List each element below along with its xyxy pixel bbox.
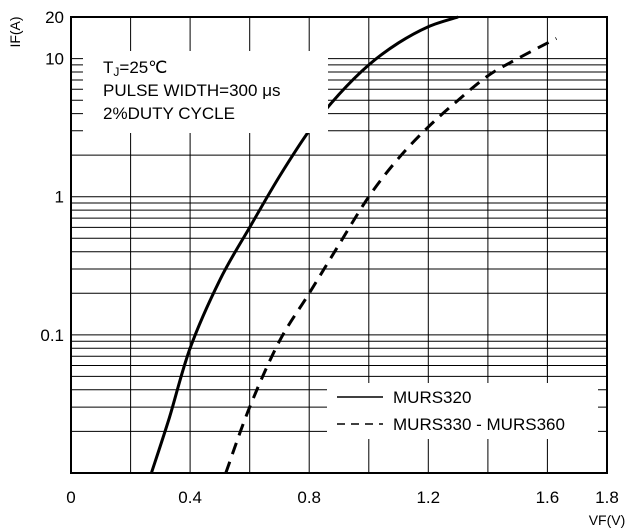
annotation-line-duty-cycle: 2%DUTY CYCLE [103,104,235,123]
y-tick-label: 20 [45,8,64,27]
x-axis-title: VF(V) [589,512,626,528]
grid-lines [71,16,607,473]
legend: MURS320 MURS330 - MURS360 [327,383,598,439]
legend-background [327,383,598,439]
y-tick-label: 10 [45,50,64,69]
plot-frame [70,16,608,474]
condition-annotation: TJ=25℃ PULSE WIDTH=300 μs 2%DUTY CYCLE [83,51,328,133]
y-tick-label: 0.1 [40,326,64,345]
legend-label-murs320: MURS320 [393,388,471,407]
series-line-0 [149,15,459,474]
annotation-background [83,51,328,133]
tick-labels: 0 0.4 0.8 1.2 1.6 1.8 20 10 1 0.1 [40,8,618,507]
x-tick-label: 1.6 [536,488,560,507]
legend-label-murs330-360: MURS330 - MURS360 [393,415,565,434]
annotation-line-temperature: TJ=25℃ [103,58,167,79]
y-axis-title: IF(A) [7,16,23,47]
x-tick-label: 0 [66,488,75,507]
x-tick-label: 0.4 [178,488,202,507]
x-tick-label: 1.8 [595,488,619,507]
x-tick-label: 0.8 [297,488,321,507]
annotation-line-pulse-width: PULSE WIDTH=300 μs [103,81,281,100]
x-tick-label: 1.2 [416,488,440,507]
series-line-1 [224,37,558,474]
curves [149,15,558,474]
y-tick-label: 1 [55,188,64,207]
